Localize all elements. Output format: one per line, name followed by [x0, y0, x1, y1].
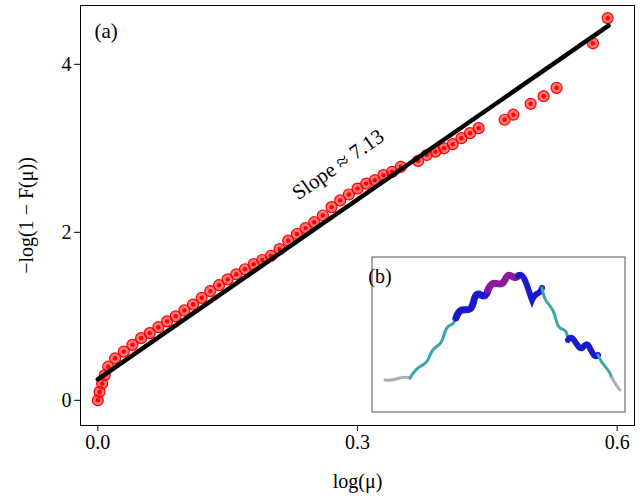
svg-text:(b): (b) — [368, 265, 391, 288]
svg-text:4: 4 — [62, 53, 72, 75]
svg-text:log(μ): log(μ) — [333, 470, 383, 493]
svg-text:−log(1 − F(μ)): −log(1 − F(μ)) — [15, 157, 38, 274]
svg-text:(a): (a) — [95, 19, 118, 43]
svg-text:0.6: 0.6 — [605, 431, 630, 453]
svg-text:Slope ≈ 7.13: Slope ≈ 7.13 — [287, 124, 388, 205]
svg-text:0.3: 0.3 — [345, 431, 370, 453]
svg-text:0: 0 — [62, 389, 72, 411]
svg-text:0.0: 0.0 — [85, 431, 110, 453]
svg-text:2: 2 — [62, 221, 72, 243]
